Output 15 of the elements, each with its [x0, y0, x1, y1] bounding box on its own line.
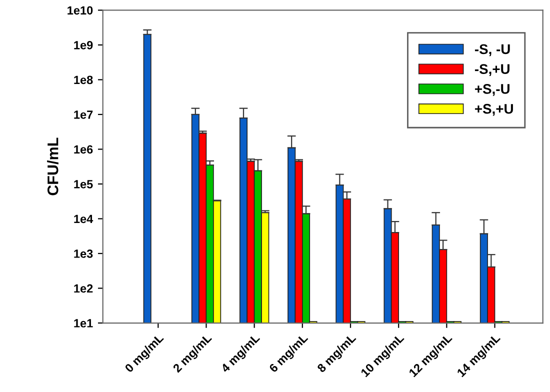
y-tick-label: 1e8: [74, 76, 93, 84]
y-tick-label: 1e9: [74, 40, 93, 50]
y-tick-label: 1e10: [68, 6, 93, 15]
legend-label: -S,+U: [474, 64, 510, 76]
legend-label: +S,+U: [475, 104, 513, 116]
y-tick-label: 1e6: [74, 145, 93, 154]
legend-label: -S, -U: [474, 44, 510, 56]
y-tick-label: 1e3: [74, 250, 93, 258]
y-axis-title: CFU/mL: [47, 138, 58, 196]
y-tick-label: 1e1: [74, 319, 93, 328]
y-tick-label: 1e7: [74, 110, 93, 119]
legend-label: +S,-U: [475, 84, 510, 96]
y-tick-label: 1e5: [74, 180, 93, 188]
y-tick-label: 1e4: [74, 214, 94, 224]
y-tick-label: 1e2: [74, 284, 93, 293]
